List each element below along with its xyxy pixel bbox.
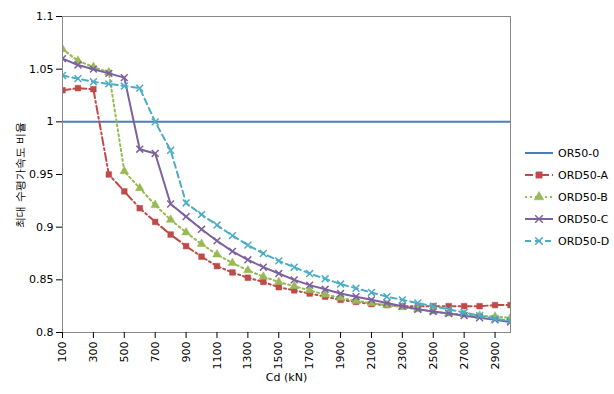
- svg-text:2900: 2900: [489, 342, 502, 370]
- html-text:ORD50-C: ORD50-C: [558, 212, 609, 226]
- svg-text:900: 900: [180, 342, 193, 363]
- svg-text:2700: 2700: [458, 342, 471, 370]
- svg-text:최대 수평가속도 비율: 최대 수평가속도 비율: [14, 122, 27, 228]
- svg-text:1300: 1300: [241, 342, 254, 370]
- svg-text:2300: 2300: [396, 342, 409, 370]
- html-text:OR50-0: OR50-0: [558, 146, 600, 160]
- svg-text:0.95: 0.95: [29, 168, 54, 181]
- svg-text:700: 700: [149, 342, 162, 363]
- svg-text:300: 300: [87, 342, 100, 363]
- svg-text:1.1: 1.1: [36, 10, 54, 23]
- svg-text:2100: 2100: [365, 342, 378, 370]
- svg-text:0.85: 0.85: [29, 273, 54, 286]
- svg-text:1.05: 1.05: [29, 63, 54, 76]
- svg-text:1900: 1900: [334, 342, 347, 370]
- svg-text:0.9: 0.9: [36, 221, 54, 234]
- svg-text:1500: 1500: [272, 342, 285, 370]
- html-text:ORD50-A: ORD50-A: [558, 168, 608, 182]
- svg-text:0.8: 0.8: [36, 326, 54, 339]
- svg-text:2500: 2500: [427, 342, 440, 370]
- svg-text:1700: 1700: [303, 342, 316, 370]
- svg-text:Cd (kN): Cd (kN): [266, 371, 307, 384]
- svg-text:1100: 1100: [211, 342, 224, 370]
- svg-text:100: 100: [56, 342, 69, 363]
- html-text:ORD50-D: ORD50-D: [558, 234, 610, 248]
- html-text:ORD50-B: ORD50-B: [558, 190, 608, 204]
- svg-text:1: 1: [47, 115, 54, 128]
- svg-text:500: 500: [118, 342, 131, 363]
